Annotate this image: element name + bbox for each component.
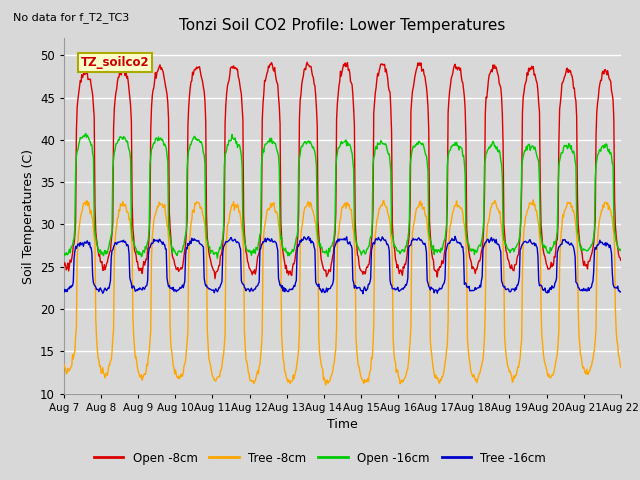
Y-axis label: Soil Temperatures (C): Soil Temperatures (C) [22,148,35,284]
X-axis label: Time: Time [327,418,358,431]
Legend: Open -8cm, Tree -8cm, Open -16cm, Tree -16cm: Open -8cm, Tree -8cm, Open -16cm, Tree -… [89,447,551,469]
Text: No data for f_T2_TC3: No data for f_T2_TC3 [13,12,129,23]
Title: Tonzi Soil CO2 Profile: Lower Temperatures: Tonzi Soil CO2 Profile: Lower Temperatur… [179,18,506,33]
Text: TZ_soilco2: TZ_soilco2 [81,56,149,69]
